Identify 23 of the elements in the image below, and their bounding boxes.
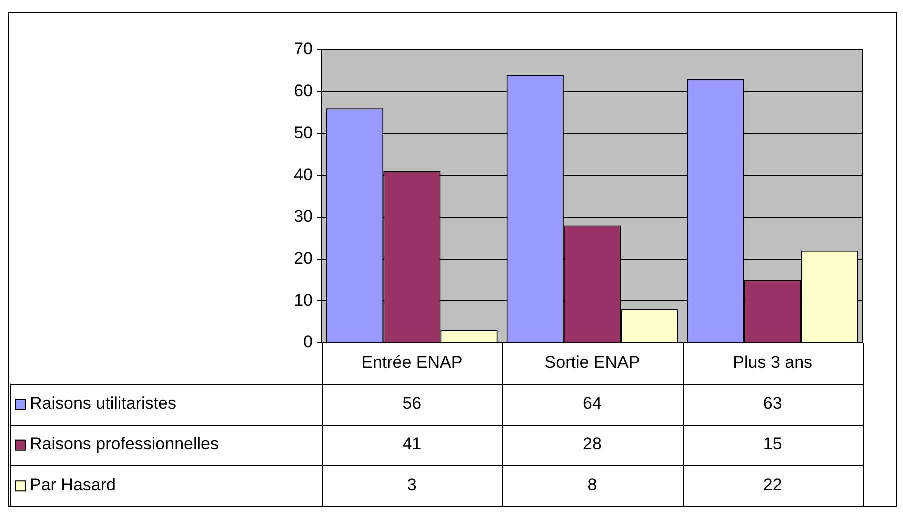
x-tick-label: Sortie ENAP	[544, 352, 640, 372]
y-tick-label: 30	[294, 207, 313, 226]
x-tick-label: Plus 3 ans	[733, 352, 813, 372]
legend-label: Raisons utilitaristes	[30, 394, 176, 413]
y-tick-label: 50	[294, 123, 313, 142]
y-tick-label: 60	[294, 82, 313, 101]
y-tick-label: 40	[294, 165, 313, 184]
legend-label: Raisons professionnelles	[30, 434, 219, 454]
y-tick-label: 20	[294, 248, 313, 268]
data-label: 28	[583, 434, 602, 454]
legend-label: Par Hasard	[30, 475, 116, 494]
data-label: 3	[407, 475, 417, 494]
y-tick-label: 0	[304, 332, 313, 352]
data-label: 64	[583, 394, 602, 413]
data-label: 22	[763, 475, 782, 494]
data-label: 41	[402, 434, 422, 454]
y-tick-label: 10	[294, 290, 313, 310]
data-label: 56	[402, 394, 422, 413]
data-label: 63	[763, 394, 782, 413]
x-tick-label: Entrée ENAP	[362, 352, 463, 372]
y-tick-label: 70	[294, 40, 313, 59]
data-label: 8	[588, 475, 598, 494]
data-label: 15	[763, 434, 782, 454]
